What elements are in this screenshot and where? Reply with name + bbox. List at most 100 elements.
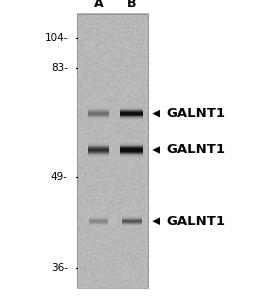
Bar [88,117,110,118]
Bar [120,146,143,147]
Bar [120,143,143,144]
Bar [122,222,142,223]
Bar [120,113,143,114]
Bar [88,113,110,114]
Bar [88,156,110,157]
Bar [88,118,110,119]
Bar [122,221,142,222]
Text: B: B [127,0,137,10]
Bar [88,118,110,119]
Bar [120,148,143,149]
Bar [88,149,110,150]
Bar [88,115,110,116]
Bar [122,216,142,217]
Bar [122,225,142,226]
Bar [122,223,142,224]
Bar [88,155,110,156]
Bar [88,117,110,118]
Bar [88,144,110,145]
Bar [88,146,110,147]
Bar [89,218,108,219]
Bar [120,155,143,156]
Bar [89,219,108,220]
Bar [120,150,143,151]
Bar [120,144,143,145]
Bar [89,223,108,224]
Bar [122,219,142,220]
Bar [120,115,143,116]
Bar [88,152,110,153]
Bar [122,220,142,221]
Bar [122,218,142,219]
Bar [88,156,110,157]
Bar [88,112,110,113]
Bar [88,153,110,154]
Bar [88,109,110,110]
Bar [122,217,142,218]
Bar [89,225,108,226]
Bar [88,146,110,147]
Bar [88,107,110,108]
Bar [120,107,143,108]
Bar [120,117,143,118]
Text: 49-: 49- [51,172,68,182]
Bar [120,114,143,115]
Bar [88,153,110,154]
Bar [88,119,110,120]
Bar [122,224,142,225]
Bar [122,220,142,221]
Bar [120,151,143,152]
Bar [120,108,143,109]
Bar [89,217,108,218]
Bar [88,108,110,109]
Bar [88,119,110,120]
Text: 104-: 104- [44,33,68,43]
Bar [122,226,142,227]
Bar [120,145,143,146]
Bar [88,144,110,145]
Bar [120,142,143,143]
Bar [89,220,108,221]
Bar [120,112,143,113]
Bar [122,225,142,226]
Bar [120,119,143,120]
Bar [120,111,143,112]
Bar [120,153,143,154]
Bar [89,222,108,223]
Bar [89,226,108,227]
Bar [88,114,110,115]
Bar [120,115,143,116]
Bar [120,144,143,145]
Bar [88,149,110,150]
Bar [89,224,108,225]
Text: GALNT1: GALNT1 [166,215,225,228]
Bar [120,146,143,147]
Bar [120,118,143,119]
Bar [120,110,143,111]
Bar [89,216,108,217]
Polygon shape [152,110,160,117]
Bar [120,154,143,155]
Bar [88,155,110,156]
Polygon shape [152,218,160,225]
Bar [88,151,110,152]
Bar [120,114,143,115]
Bar [88,151,110,152]
Bar [120,108,143,109]
Bar [88,110,110,111]
Bar [89,216,108,217]
Bar [88,154,110,155]
Bar [120,147,143,148]
Bar [120,156,143,157]
Bar [120,145,143,146]
Bar [88,145,110,146]
Bar [89,223,108,224]
Bar [88,112,110,113]
Polygon shape [152,146,160,154]
Bar [88,109,110,110]
Bar [120,111,143,112]
Bar [120,149,143,150]
Bar [122,219,142,220]
Bar [89,218,108,219]
Bar [122,223,142,224]
